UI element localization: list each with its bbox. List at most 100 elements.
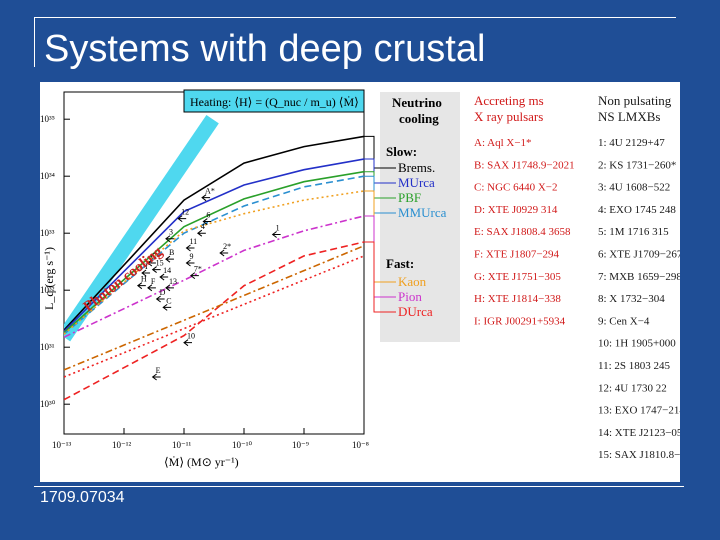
- ms-legend-header-2: X ray pulsars: [474, 109, 543, 124]
- source-marker-10: [183, 339, 192, 347]
- series-line-durca: [64, 241, 364, 401]
- source-marker-f: [147, 284, 156, 292]
- photon-cooling-band: [64, 114, 219, 342]
- source-label-14: 14: [163, 266, 171, 275]
- source-marker-12: [177, 215, 187, 223]
- source-label-6: 6: [206, 211, 210, 220]
- source-marker-7: [190, 272, 199, 280]
- figure-panel: A* 12 6 4 1 3 11 2* G B 9 15 14 I 7* H F 13 D C 10 E 10⁻¹³ 10⁻…: [40, 82, 680, 482]
- y-axis-label: L_q (erg s⁻¹): [42, 247, 56, 310]
- source-label-g: G: [151, 252, 157, 261]
- legend-fast-item: Pion: [398, 289, 422, 304]
- source-marker-1: [271, 231, 281, 238]
- slow-cooling-label: Slow:: [386, 144, 417, 159]
- source-marker-e: [151, 373, 161, 381]
- source-label-15: 15: [156, 259, 164, 268]
- source-label-a: A*: [205, 187, 215, 196]
- ms-legend-item: B: SAX J1748.9−2021: [474, 159, 575, 171]
- ms-legend-item: C: NGC 6440 X−2: [474, 182, 558, 194]
- cooling-legend-header-1: Neutrino: [392, 95, 442, 110]
- legend-connector: [364, 158, 396, 184]
- np-legend-item: 6: XTE J1709−267: [598, 249, 680, 261]
- np-legend-item: 11: 2S 1803 245: [598, 360, 671, 372]
- frame-top-line: [34, 17, 676, 18]
- source-label-b: B: [169, 248, 174, 257]
- source-marker-g: [147, 259, 156, 267]
- ms-legend-item: D: XTE J0929 314: [474, 204, 558, 216]
- np-legend-item: 7: MXB 1659−298*: [598, 271, 680, 283]
- source-marker-4: [196, 229, 206, 237]
- np-legend-item: 14: XTE J2123−058: [598, 427, 680, 439]
- ms-legend-header-1: Accreting ms: [474, 93, 544, 108]
- np-legend-item: 10: 1H 1905+000: [598, 338, 676, 350]
- source-label-7: 7*: [194, 265, 202, 274]
- fast-cooling-label: Fast:: [386, 256, 414, 271]
- series-line-pion: [64, 215, 364, 338]
- ms-legend-item: H: XTE J1814−338: [474, 293, 561, 305]
- series-line-extra-8: [64, 255, 364, 378]
- source-label-d: D: [160, 288, 166, 297]
- legend-connector: [364, 135, 396, 169]
- legend-slow-item: Brems.: [398, 160, 435, 175]
- np-legend-header-2: NS LMXBs: [598, 109, 661, 124]
- ms-legend-item: A: Aql X−1*: [474, 137, 532, 149]
- frame-left-line: [34, 17, 35, 67]
- y-tick-label: 10³¹: [40, 342, 55, 352]
- source-marker-c: [162, 303, 172, 311]
- source-label-c: C: [166, 296, 171, 305]
- y-tick-label: 10³²: [40, 285, 55, 295]
- series-line-extra-7: [64, 245, 364, 371]
- ms-legend-item: E: SAX J1808.4 3658: [474, 226, 571, 238]
- arxiv-reference: 1709.07034: [40, 489, 125, 506]
- ms-legend-item: I: IGR J00291+5934: [474, 315, 566, 327]
- source-marker-a: [201, 194, 211, 202]
- source-label-h: H: [141, 275, 147, 284]
- cooling-legend-header-2: cooling: [399, 111, 439, 126]
- source-label-4: 4: [201, 222, 205, 231]
- x-tick-label: 10⁻¹²: [112, 440, 131, 450]
- np-legend-item: 3: 4U 1608−522: [598, 182, 670, 194]
- np-legend-item: 5: 1M 1716 315: [598, 226, 669, 238]
- source-marker-14: [159, 273, 169, 281]
- cooling-legend-panel: [380, 92, 460, 342]
- slide-title: Systems with deep crustal: [44, 28, 486, 70]
- x-tick-label: 10⁻¹⁰: [232, 440, 252, 450]
- legend-fast-item: DUrca: [398, 304, 433, 319]
- legend-slow-item: PBF: [398, 190, 421, 205]
- legend-slow-item: MUrca: [398, 175, 435, 190]
- source-marker-15: [151, 266, 161, 273]
- source-marker-3: [165, 235, 174, 243]
- x-axis-label: ⟨Ṁ⟩ (M⊙ yr⁻¹): [164, 455, 239, 469]
- source-label-13: 13: [169, 277, 177, 286]
- y-tick-label: 10³⁵: [40, 114, 55, 124]
- np-legend-item: 1: 4U 2129+47: [598, 137, 665, 149]
- y-tick-label: 10³³: [40, 228, 55, 238]
- ms-legend-item: G: XTE J1751−305: [474, 271, 561, 283]
- np-legend-item: 4: EXO 1745 248: [598, 204, 676, 216]
- legend-connector: [364, 241, 396, 313]
- legend-fast-item: Kaon: [398, 274, 427, 289]
- np-legend-item: 2: KS 1731−260*: [598, 159, 676, 171]
- series-line-kaon: [64, 190, 364, 335]
- chart-title: Heating: ⟨H⟩ = (Q_nuc / m_u) ⟨Ṁ⟩: [190, 95, 359, 109]
- source-label-3: 3: [169, 228, 173, 237]
- source-label-9: 9: [189, 252, 193, 261]
- np-legend-header-1: Non pulsating: [598, 93, 672, 108]
- source-marker-11: [185, 244, 195, 252]
- x-tick-label: 10⁻¹³: [52, 440, 71, 450]
- source-label-10: 10: [187, 332, 195, 341]
- source-label-11: 11: [189, 237, 197, 246]
- np-legend-item: 8: X 1732−304: [598, 293, 665, 305]
- source-marker-d: [155, 295, 165, 303]
- source-label-f: F: [151, 277, 156, 286]
- x-tick-label: 10⁻¹¹: [172, 440, 191, 450]
- source-marker-i: [141, 269, 151, 277]
- series-line-murca: [64, 158, 364, 332]
- series-line-pbf: [64, 170, 364, 334]
- source-label-e: E: [156, 366, 161, 375]
- source-marker-9: [185, 259, 195, 267]
- np-legend-item: 13: EXO 1747−214: [598, 405, 680, 417]
- ms-legend-item: F: XTE J1807−294: [474, 249, 560, 261]
- frame-bottom-line: [34, 486, 684, 487]
- series-line-mmurca: [64, 175, 364, 335]
